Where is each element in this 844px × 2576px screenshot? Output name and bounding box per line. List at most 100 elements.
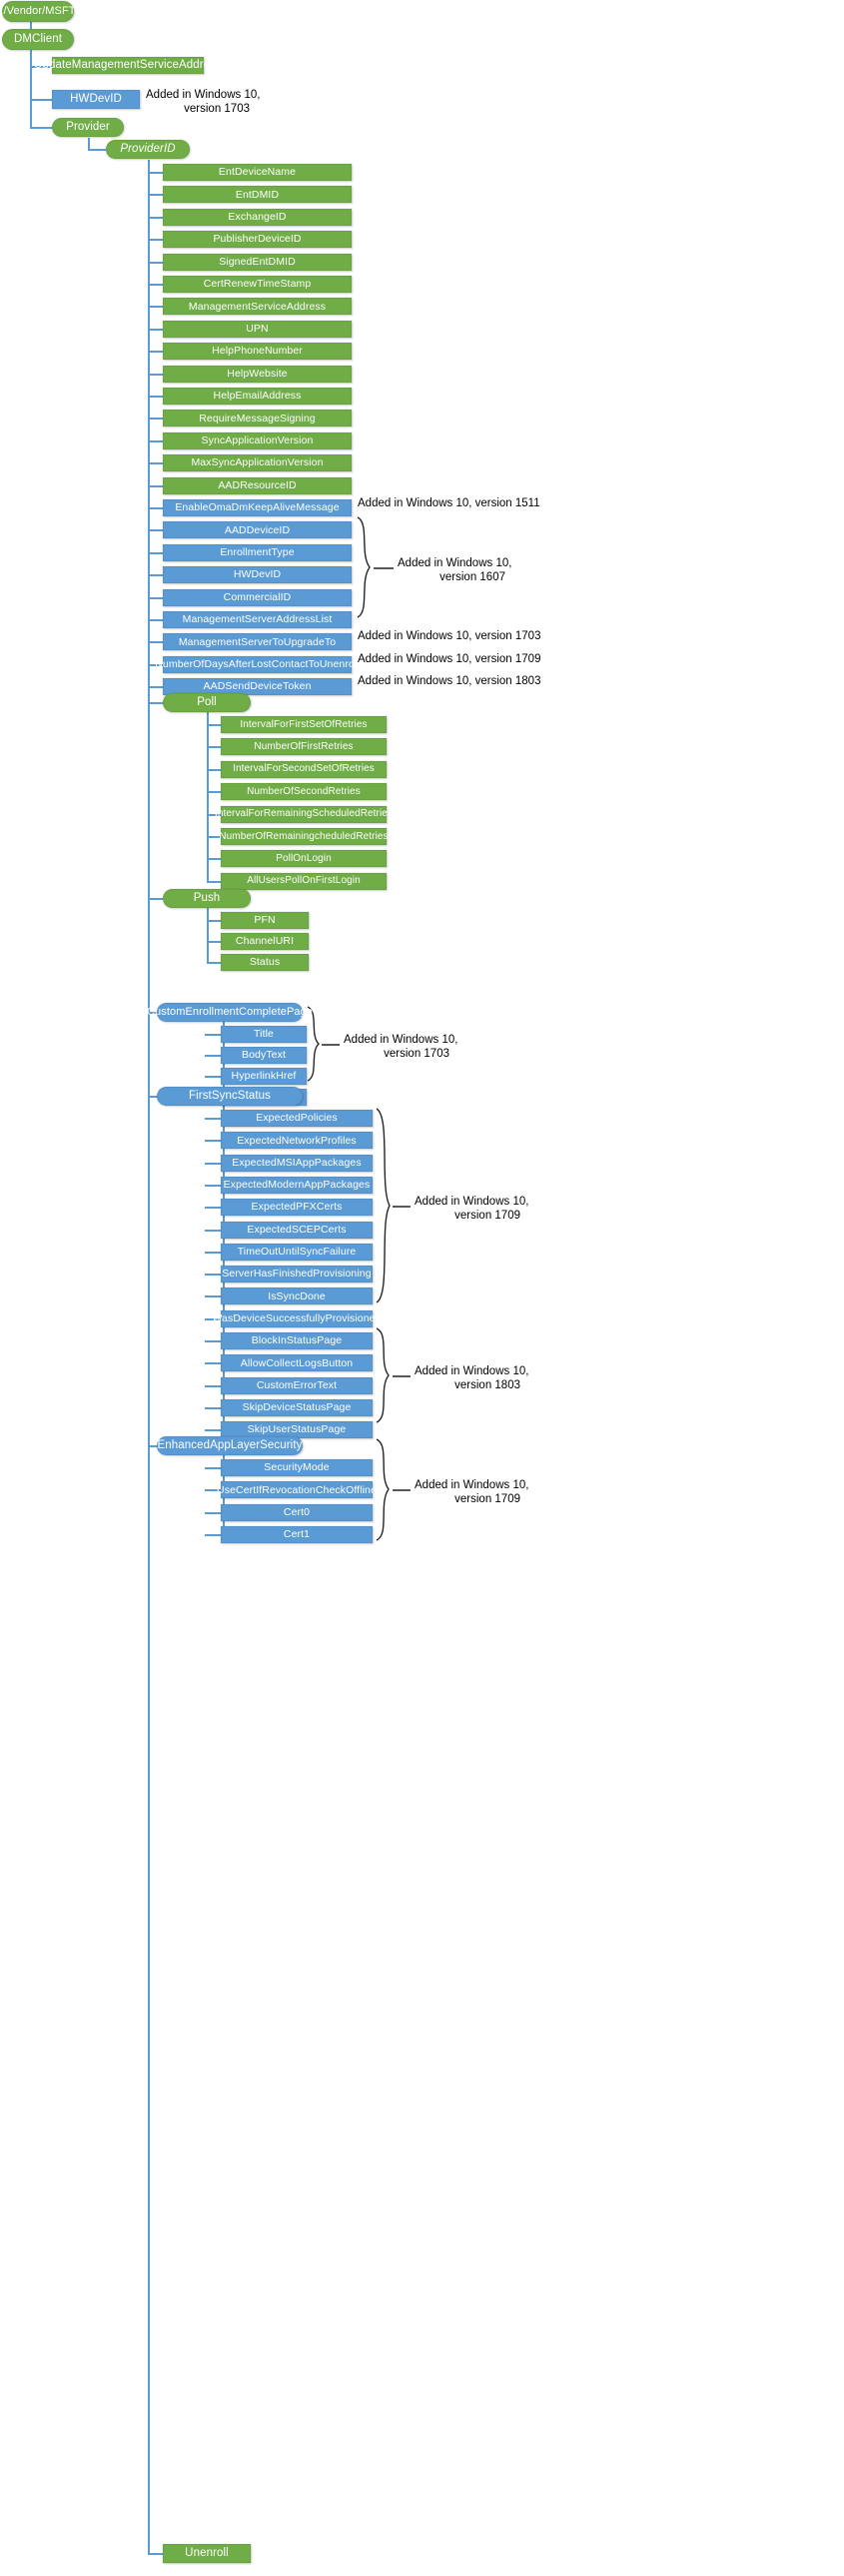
node-label: IsSyncDone: [268, 1289, 326, 1302]
connector-providerid-to-unenroll: [148, 2553, 165, 2555]
node-commercialid[interactable]: CommercialID: [163, 588, 352, 606]
node-expectedscepcerts[interactable]: ExpectedSCEPCerts: [221, 1221, 373, 1239]
connector-branch: [205, 1340, 223, 1342]
connector-branch: [205, 1076, 223, 1078]
node-label: ExpectedSCEPCerts: [247, 1223, 347, 1236]
node-push[interactable]: Push: [163, 889, 251, 908]
connector-providerid-to-firstsync: [148, 1096, 161, 1098]
connector-branch: [148, 507, 163, 509]
node-aadsenddevicetoken[interactable]: AADSendDeviceToken: [163, 678, 352, 696]
node-securitymode[interactable]: SecurityMode: [221, 1459, 373, 1476]
node-label: ServerHasFinishedProvisioning: [222, 1268, 372, 1281]
node-label: SyncApplicationVersion: [201, 434, 314, 447]
node-label: CertRenewTimeStamp: [203, 278, 312, 291]
connector-branch: [205, 1055, 223, 1057]
node-managementserveraddresslist[interactable]: ManagementServerAddressList: [163, 611, 352, 628]
node-managementservertoupgradeto[interactable]: ManagementServerToUpgradeTo: [163, 633, 352, 651]
connector-branch: [148, 261, 163, 264]
node-expectedpfxcerts[interactable]: ExpectedPFXCerts: [221, 1199, 373, 1217]
node-label: HelpEmailAddress: [213, 390, 302, 403]
annotation-line-1: Added in Windows 10, version 1709: [358, 653, 541, 665]
node-label: ProviderID: [120, 142, 176, 155]
annotation-eals-1709: Added in Windows 10, version 1709: [415, 1478, 544, 1507]
node-poll[interactable]: Poll: [163, 693, 251, 712]
node-usecertifrevocationcheckoffline[interactable]: UseCertIfRevocationCheckOffline: [217, 1481, 377, 1499]
node-channeluri[interactable]: ChannelURI: [221, 933, 309, 950]
node-customenrollmentcompletepage[interactable]: CustomEnrollmentCompletePage: [147, 1003, 313, 1022]
node-certrenewtimestamp[interactable]: CertRenewTimeStamp: [163, 276, 352, 293]
node-syncapplicationversion[interactable]: SyncApplicationVersion: [163, 431, 352, 449]
node-expectedmsiapppackages[interactable]: ExpectedMSIAppPackages: [221, 1154, 373, 1172]
node-numberoffirstretries[interactable]: NumberOfFirstRetries: [221, 738, 387, 756]
node-publisherdeviceid[interactable]: PublisherDeviceID: [163, 231, 352, 249]
node-label: AllowCollectLogsButton: [240, 1356, 354, 1369]
node-hwdevid[interactable]: HWDevID: [163, 566, 352, 584]
node-numberofsecondretries[interactable]: NumberOfSecondRetries: [221, 783, 387, 801]
node-managementserviceaddress[interactable]: ManagementServiceAddress: [163, 298, 352, 316]
node-label: SkipDeviceStatusPage: [242, 1401, 352, 1414]
node-providerid[interactable]: ProviderID: [106, 140, 190, 159]
connector-dmclient-trunk: [30, 50, 32, 128]
node-hwdevid-top[interactable]: HWDevID: [52, 90, 140, 109]
node-cert0[interactable]: Cert0: [221, 1503, 373, 1521]
node-enhancedapplayersecurity[interactable]: EnhancedAppLayerSecurity: [157, 1436, 303, 1455]
node-numberofremainingcheduledretries[interactable]: NumberOfRemainingcheduledRetries: [219, 828, 389, 845]
annotation-line-2: version 1709: [454, 1210, 520, 1223]
node-wasdevicesuccessfullyprovisioned[interactable]: WasDeviceSuccessfullyProvisioned: [212, 1309, 381, 1327]
node-skipdevicestatuspage[interactable]: SkipDeviceStatusPage: [221, 1398, 373, 1416]
node-helpemailaddress[interactable]: HelpEmailAddress: [163, 388, 352, 405]
node-intervalforremainingscheduledretries[interactable]: IntervalForRemainingScheduledRetries: [215, 805, 393, 823]
node-timeoutuntilsyncfailure[interactable]: TimeOutUntilSyncFailure: [221, 1243, 373, 1261]
node-status[interactable]: Status: [221, 954, 309, 971]
node-aadresourceid[interactable]: AADResourceID: [163, 476, 352, 494]
node-entdmid[interactable]: EntDMID: [163, 186, 352, 204]
connector-branch: [148, 284, 163, 286]
node-enrollmenttype[interactable]: EnrollmentType: [163, 543, 352, 561]
node-allowcollectlogsbutton[interactable]: AllowCollectLogsButton: [221, 1354, 373, 1372]
node-pollonlogin[interactable]: PollOnLogin: [221, 850, 387, 868]
annotation-1607: Added in Windows 10, version 1607: [398, 556, 527, 585]
node-exchangeid[interactable]: ExchangeID: [163, 208, 352, 226]
node-unenroll[interactable]: Unenroll: [163, 2544, 251, 2563]
node-blockinstatuspage[interactable]: BlockInStatusPage: [221, 1332, 373, 1349]
node-label: AADDeviceID: [224, 523, 291, 536]
node-updatemanagementserviceaddress[interactable]: UpdateManagementServiceAddress: [34, 57, 222, 74]
node-requiremessagesigning[interactable]: RequireMessageSigning: [163, 410, 352, 428]
node-helpwebsite[interactable]: HelpWebsite: [163, 365, 352, 383]
node-expectednetworkprofiles[interactable]: ExpectedNetworkProfiles: [221, 1132, 373, 1150]
node-aaddeviceid[interactable]: AADDeviceID: [163, 521, 352, 539]
node-numberofdaysafterlostcontacttounenroll[interactable]: NumberOfDaysAfterLostContactToUnenroll: [155, 655, 360, 673]
node-bodytext[interactable]: BodyText: [221, 1047, 307, 1064]
node-provider[interactable]: Provider: [52, 118, 124, 137]
node-dmclient[interactable]: DMClient: [2, 29, 74, 50]
connector-branch: [148, 551, 163, 554]
annotation-line-1: Added in Windows 10,: [415, 1196, 529, 1208]
node-label: HelpWebsite: [227, 367, 288, 380]
node-firstsyncstatus[interactable]: FirstSyncStatus: [157, 1087, 303, 1106]
connector-branch: [205, 1384, 223, 1387]
node-label: SecurityMode: [264, 1461, 330, 1474]
node-label: RequireMessageSigning: [199, 412, 316, 425]
node-helpphonenumber[interactable]: HelpPhoneNumber: [163, 343, 352, 361]
node-root[interactable]: ./Vendor/MSFT: [0, 1, 76, 22]
node-serverhasfinishedprovisioning[interactable]: ServerHasFinishedProvisioning: [221, 1266, 373, 1284]
node-title[interactable]: Title: [221, 1026, 307, 1043]
connector-branch: [205, 1362, 223, 1365]
node-upn[interactable]: UPN: [163, 320, 352, 338]
node-intervalforfirstsetofretries[interactable]: IntervalForFirstSetOfRetries: [221, 716, 387, 733]
node-expectedpolicies[interactable]: ExpectedPolicies: [221, 1110, 373, 1127]
node-hyperlinkhref[interactable]: HyperlinkHref: [221, 1068, 307, 1085]
node-alluserspollonfirstlogin[interactable]: AllUsersPollOnFirstLogin: [221, 872, 387, 890]
node-signedentdmid[interactable]: SignedEntDMID: [163, 253, 352, 271]
node-enableomadmkeepalivemessage[interactable]: EnableOmaDmKeepAliveMessage: [163, 499, 352, 516]
node-maxsyncapplicationversion[interactable]: MaxSyncApplicationVersion: [163, 454, 352, 472]
annotation-aadsenddevicetoken-1803: Added in Windows 10, version 1803: [358, 674, 587, 688]
node-pfn[interactable]: PFN: [221, 912, 309, 929]
node-expectedmodernapppackages[interactable]: ExpectedModernAppPackages: [221, 1176, 373, 1194]
node-issyncdone[interactable]: IsSyncDone: [221, 1288, 373, 1305]
node-cert1[interactable]: Cert1: [221, 1525, 373, 1543]
connector-branch: [207, 941, 221, 943]
node-customerrortext[interactable]: CustomErrorText: [221, 1376, 373, 1394]
node-intervalforsecondsetofretries[interactable]: IntervalForSecondSetOfRetries: [221, 760, 387, 778]
node-entdevicename[interactable]: EntDeviceName: [163, 164, 352, 181]
